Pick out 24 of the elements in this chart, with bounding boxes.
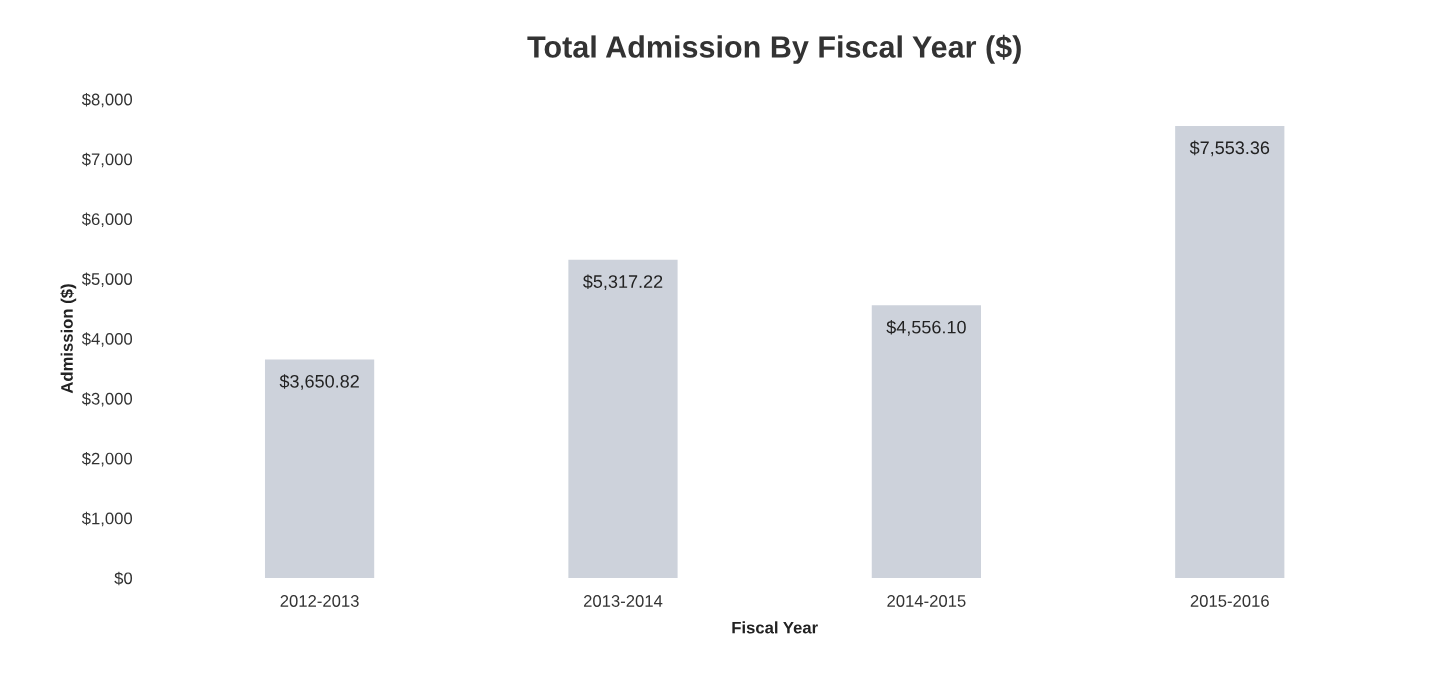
x-axis-title: Fiscal Year [732, 621, 818, 634]
y-tick-label: $4,000 [81, 332, 133, 347]
x-tick-label: 2013-2014 [583, 595, 663, 607]
y-tick-label: $1,000 [81, 511, 133, 527]
data-label: $5,317.22 [583, 274, 663, 291]
bar [568, 259, 678, 578]
y-axis-title: Admission ($) [60, 284, 77, 394]
y-tick-label: $3,000 [81, 392, 133, 407]
y-tick-label: $0 [114, 571, 133, 586]
bar [264, 359, 375, 578]
x-tick-label: 2012-2013 [280, 595, 359, 607]
x-tick-label: 2014-2015 [887, 595, 966, 607]
y-tick-label: $8,000 [81, 92, 133, 108]
chart-title: Total Admission By Fiscal Year ($) [527, 34, 1021, 64]
y-tick-label: $5,000 [81, 272, 133, 287]
data-label: $3,650.82 [279, 374, 359, 390]
y-tick-label: $6,000 [81, 212, 133, 228]
y-tick-label: $2,000 [81, 451, 133, 467]
y-tick-label: $7,000 [81, 152, 133, 168]
data-label: $7,553.36 [1189, 140, 1270, 157]
bar [1175, 125, 1285, 578]
x-tick-label: 2015-2016 [1190, 595, 1269, 607]
data-label: $4,556.10 [886, 319, 966, 336]
bar [871, 305, 981, 578]
